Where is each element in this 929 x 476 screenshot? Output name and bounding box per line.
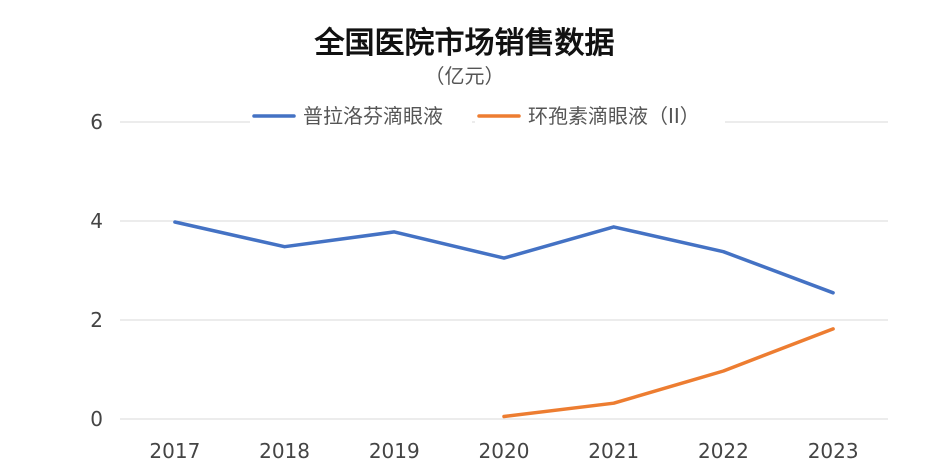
x-tick-label: 2020 bbox=[479, 439, 530, 463]
x-tick-label: 2018 bbox=[259, 439, 310, 463]
x-tick-label: 2021 bbox=[588, 439, 639, 463]
x-tick-label: 2017 bbox=[149, 439, 200, 463]
x-tick-label: 2023 bbox=[808, 439, 859, 463]
y-tick-label: 2 bbox=[90, 308, 103, 332]
series-line-1 bbox=[173, 220, 835, 295]
legend-label-1: 普拉洛芬滴眼液 bbox=[303, 104, 443, 128]
x-tick-label: 2019 bbox=[369, 439, 420, 463]
chart-title: 全国医院市场销售数据 bbox=[314, 26, 615, 61]
series-line-2 bbox=[502, 327, 835, 419]
legend-label-2: 环孢素滴眼液（II） bbox=[528, 104, 700, 128]
y-tick-label: 6 bbox=[90, 110, 103, 134]
y-tick-label: 4 bbox=[90, 209, 103, 233]
x-tick-label: 2022 bbox=[698, 439, 749, 463]
chart-subtitle: （亿元） bbox=[424, 64, 505, 88]
y-tick-label: 0 bbox=[90, 407, 103, 431]
